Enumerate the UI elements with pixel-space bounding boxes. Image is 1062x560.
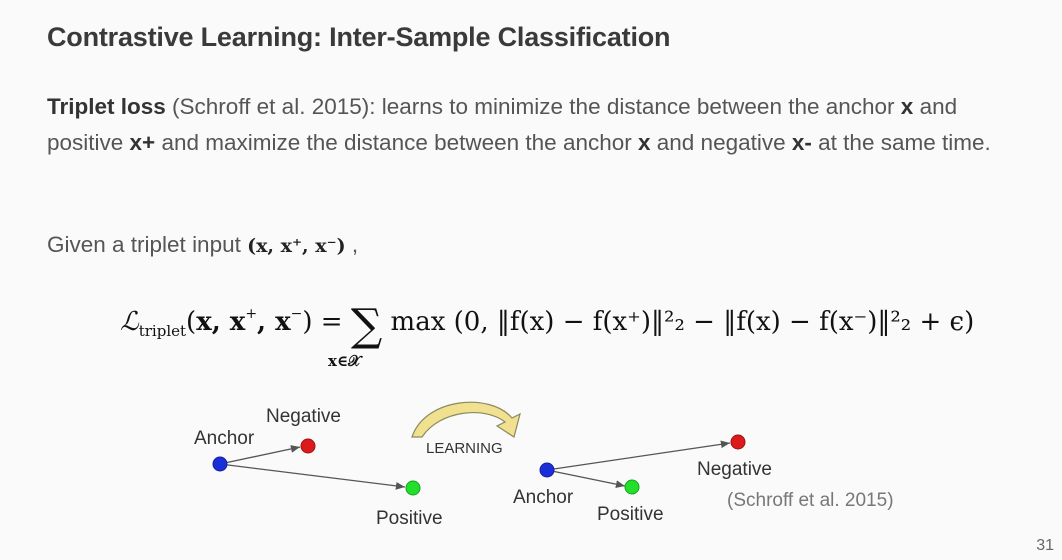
- right-anchor-dot: [539, 462, 555, 478]
- formula-paren: (: [186, 307, 197, 337]
- left-anchor-to-positive-line: [219, 463, 406, 490]
- term-triplet-loss: Triplet loss: [47, 94, 166, 119]
- left-anchor-to-negative-line: [219, 445, 301, 465]
- given-triplet-line: Given a triplet input (x, x⁺, x⁻) ,: [47, 232, 358, 258]
- triplet-input-math: (x, x⁺, x⁻): [247, 235, 346, 257]
- triplet-loss-description: Triplet loss (Schroff et al. 2015): lear…: [47, 89, 1037, 161]
- loss-subscript: triplet: [138, 322, 187, 340]
- right-anchor-to-positive-line: [546, 469, 626, 488]
- right-negative-dot: [730, 434, 746, 450]
- desc-part-5: at the same time.: [811, 130, 991, 155]
- desc-part-1: (Schroff et al. 2015): learns to minimiz…: [165, 94, 901, 119]
- loss-symbol: ℒ: [120, 307, 139, 337]
- left-negative-label: Negative: [266, 406, 341, 427]
- left-positive-label: Positive: [376, 508, 443, 529]
- given-tail: ,: [345, 232, 359, 257]
- negative-symbol: x-: [791, 130, 812, 155]
- learning-arrow: [411, 401, 521, 438]
- right-anchor-label: Anchor: [513, 487, 574, 508]
- citation: (Schroff et al. 2015): [727, 490, 894, 511]
- formula-max: max: [382, 307, 454, 337]
- right-anchor-to-negative-line: [546, 440, 731, 471]
- given-text: Given a triplet input: [47, 232, 248, 257]
- left-positive-dot: [405, 480, 421, 496]
- formula-equals: ) =: [302, 307, 351, 337]
- page-number: 31: [1036, 537, 1054, 554]
- formula-args: x, x: [196, 307, 246, 337]
- formula-body: (0, ‖f(x) − f(x⁺)‖²₂ − ‖f(x) − f(x⁻)‖²₂ …: [453, 307, 975, 337]
- formula-sup-minus: −: [290, 306, 303, 322]
- anchor-symbol-2: x: [638, 130, 651, 155]
- triplet-loss-formula: ℒtriplet(x, x+, x−) = ∑ max (0, ‖f(x) − …: [120, 300, 974, 351]
- desc-part-2: and positive: [47, 94, 958, 155]
- right-negative-label: Negative: [697, 459, 772, 480]
- sum-index: x∈𝒳: [328, 352, 361, 370]
- right-positive-dot: [624, 479, 640, 495]
- formula-sup-plus: +: [245, 306, 258, 322]
- left-negative-dot: [300, 438, 316, 454]
- sum-symbol: ∑: [350, 300, 383, 351]
- left-anchor-label: Anchor: [194, 428, 255, 449]
- right-positive-label: Positive: [597, 504, 664, 525]
- desc-part-3: and maximize the distance between the an…: [155, 130, 638, 155]
- slide-title: Contrastive Learning: Inter-Sample Class…: [47, 22, 671, 52]
- left-anchor-dot: [212, 456, 228, 472]
- positive-symbol: x+: [129, 130, 156, 155]
- desc-part-4: and negative: [650, 130, 792, 155]
- learning-label: LEARNING: [426, 440, 503, 457]
- anchor-symbol: x: [900, 94, 914, 119]
- formula-args-mid: , x: [257, 307, 291, 337]
